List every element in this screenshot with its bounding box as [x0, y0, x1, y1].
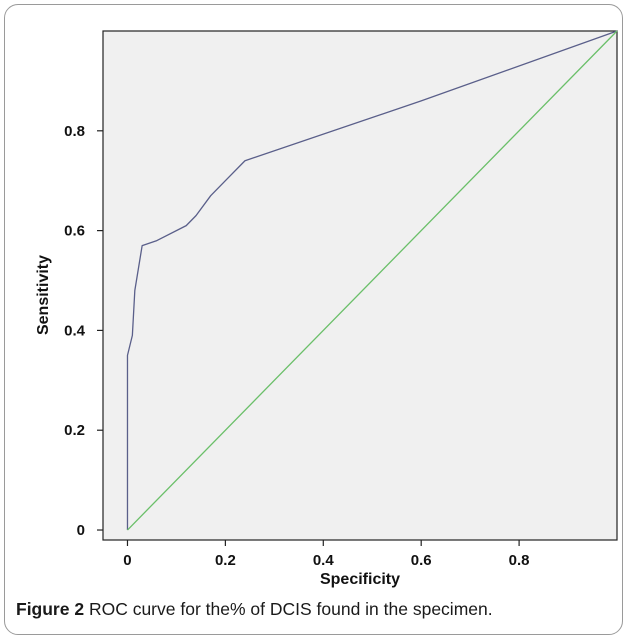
figure-caption-text: ROC curve for the% of DCIS found in the …: [84, 599, 493, 619]
x-tick-label: 0.8: [509, 552, 530, 569]
roc-curve: [126, 30, 618, 531]
y-tick-label: 0.8: [64, 123, 85, 140]
figure-label: Figure 2: [16, 599, 85, 619]
series-lines: [126, 30, 618, 531]
figure-caption: Figure 2 ROC curve for the% of DCIS foun…: [16, 599, 616, 620]
x-axis-ticks: 0 0.2 0.4 0.6 0.8: [123, 540, 530, 569]
plot-area: [102, 30, 618, 541]
y-tick-label: 0.4: [64, 322, 86, 339]
y-tick-label: 0.6: [64, 223, 85, 240]
x-axis-title: Specificity: [320, 571, 400, 588]
y-axis-ticks: 0 0.2 0.4 0.6 0.8: [64, 123, 103, 539]
y-axis-title: Sensitivity: [35, 255, 52, 335]
x-tick-label: 0.6: [411, 552, 432, 569]
x-tick-label: 0: [123, 552, 131, 569]
reference-diagonal: [127, 30, 618, 531]
x-tick-label: 0.2: [215, 552, 236, 569]
y-tick-label: 0.2: [64, 422, 85, 439]
x-tick-label: 0.4: [313, 552, 335, 569]
y-tick-label: 0: [77, 522, 85, 539]
